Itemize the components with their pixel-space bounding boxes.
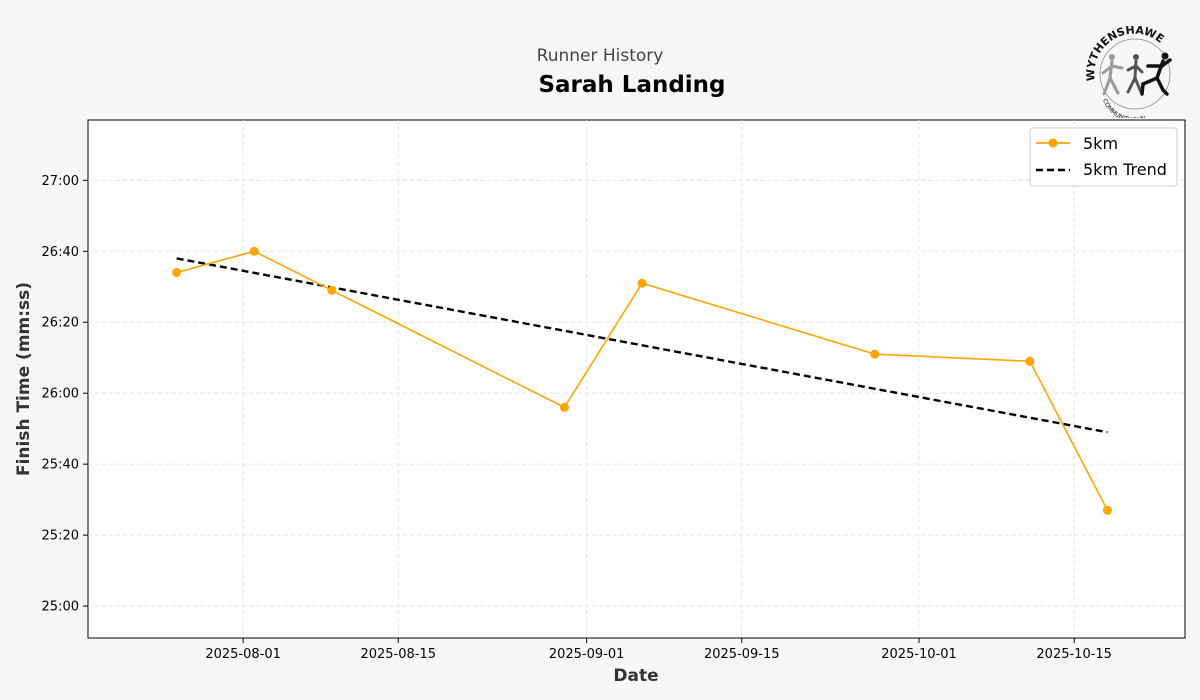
x-axis-label: Date bbox=[613, 666, 658, 686]
y-tick-label: 25:20 bbox=[42, 529, 79, 544]
y-tick-label: 25:00 bbox=[42, 600, 79, 615]
y-axis-label: Finish Time (mm:ss) bbox=[14, 282, 34, 476]
x-tick-label: 2025-09-01 bbox=[549, 647, 625, 662]
data-point bbox=[327, 285, 337, 295]
data-point bbox=[172, 268, 182, 278]
legend-label-5km: 5km bbox=[1083, 134, 1118, 153]
chart-title: Sarah Landing bbox=[538, 72, 726, 98]
logo-bottom-text: COMMUNITY RUN bbox=[1101, 98, 1147, 118]
data-point bbox=[559, 402, 569, 412]
data-point bbox=[1102, 505, 1112, 515]
x-tick-label: 2025-10-01 bbox=[881, 647, 957, 662]
grid-lines bbox=[88, 120, 1185, 638]
legend: 5km 5km Trend bbox=[1029, 127, 1178, 187]
x-tick-label: 2025-08-15 bbox=[360, 647, 436, 662]
y-tick-label: 26:00 bbox=[42, 387, 79, 402]
chart-subtitle: Runner History bbox=[536, 46, 664, 66]
data-point bbox=[1025, 356, 1035, 366]
x-tick-label: 2025-08-01 bbox=[205, 647, 281, 662]
series-layer bbox=[172, 246, 1112, 515]
legend-marker-5km bbox=[1048, 138, 1058, 148]
y-tick-label: 26:40 bbox=[42, 245, 79, 260]
data-point bbox=[637, 278, 647, 288]
runners-logo-icon: WYTHENSHAWE COMMUNITY RUN bbox=[1085, 26, 1172, 118]
series-line-5km bbox=[176, 250, 1109, 511]
y-tick-label: 26:20 bbox=[42, 316, 79, 331]
y-tick-label: 25:40 bbox=[42, 458, 79, 473]
plot-area bbox=[87, 119, 1186, 639]
x-tick-label: 2025-10-15 bbox=[1036, 647, 1112, 662]
data-point bbox=[249, 246, 259, 256]
logo-top-text: WYTHENSHAWE bbox=[1085, 26, 1166, 81]
data-point bbox=[870, 349, 880, 359]
x-tick-label: 2025-09-15 bbox=[704, 647, 780, 662]
legend-label-trend: 5km Trend bbox=[1083, 160, 1167, 179]
axis-ticks: 2025-08-01 2025-08-15 2025-09-01 2025-09-15… bbox=[42, 174, 1112, 662]
y-tick-label: 27:00 bbox=[42, 174, 79, 189]
